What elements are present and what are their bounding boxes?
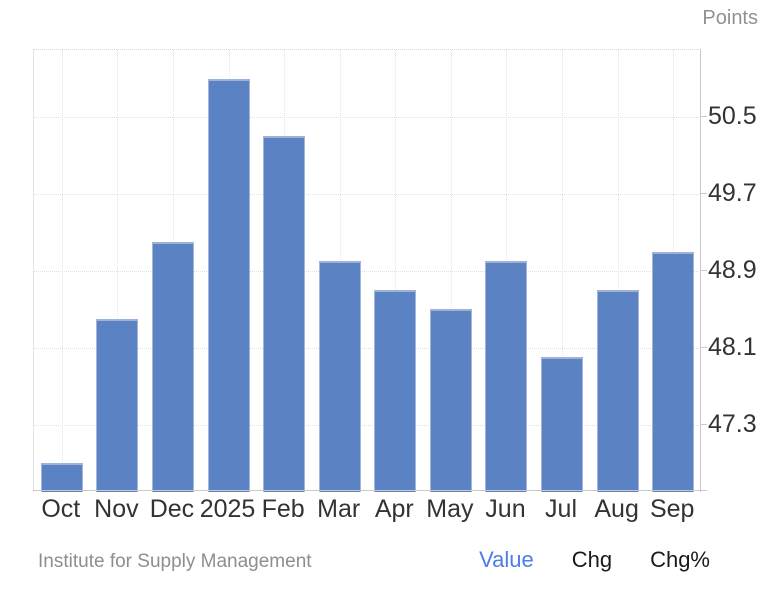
source-attribution-label: Institute for Supply Management (38, 551, 312, 572)
y-axis-tick-label: 47.3 (708, 409, 757, 438)
h-gridline (34, 271, 701, 272)
x-axis-label-jun: Jun (485, 495, 526, 523)
y-axis-tick (700, 116, 707, 118)
x-axis-label-jul: Jul (545, 495, 578, 523)
x-axis-line (33, 490, 707, 491)
y-axis-tick-label: 48.1 (708, 332, 757, 361)
chart-bar-feb[interactable] (263, 136, 306, 492)
y-axis-tick-label: 50.5 (708, 102, 757, 131)
v-gridline (617, 50, 619, 492)
x-axis-label-apr: Apr (374, 495, 414, 523)
v-gridline (562, 50, 564, 492)
x-axis-label-may: May (426, 495, 474, 523)
footer-links: Value Chg Chg% (479, 547, 710, 573)
h-gridline (34, 347, 701, 349)
x-axis-label-oct: Oct (41, 495, 81, 523)
y-axis-tick-label: 48.9 (708, 256, 757, 284)
v-gridline (395, 50, 397, 492)
chart-bar-sep[interactable] (652, 251, 695, 492)
v-gridline (450, 50, 452, 492)
chart-bar-may[interactable] (429, 309, 472, 492)
y-axis-tick (700, 193, 707, 195)
x-axis-label-sep: Sep (649, 495, 695, 523)
chart-bar-mar[interactable] (318, 261, 361, 492)
h-gridline (34, 117, 701, 119)
chart-bar-2025[interactable] (207, 78, 250, 492)
chart-bar-aug[interactable] (596, 290, 639, 492)
chart-bar-apr[interactable] (374, 290, 417, 492)
y-axis-tick-label: 49.7 (708, 179, 757, 208)
x-axis-label-dec: Dec (149, 495, 195, 523)
x-axis-label-2025: 2025 (199, 495, 256, 523)
chart-bar-jul[interactable] (541, 357, 584, 492)
chart-bar-oct[interactable] (40, 463, 83, 492)
x-axis-label-mar: Mar (317, 495, 361, 523)
chart-footer: Institute for Supply Management Value Ch… (38, 547, 710, 573)
tab-value[interactable]: Value (479, 547, 534, 572)
x-axis-label-aug: Aug (594, 495, 639, 523)
chart-bar-jun[interactable] (485, 261, 528, 492)
h-gridline (34, 194, 701, 196)
x-axis-label-nov: Nov (94, 495, 139, 523)
plot-area (33, 49, 701, 492)
tab-chg[interactable]: Chg (571, 547, 613, 572)
y-axis-unit-label: Points (702, 7, 758, 29)
x-axis-label-feb: Feb (261, 495, 305, 523)
y-axis-tick (700, 346, 707, 348)
v-gridline (117, 50, 119, 492)
tab-chg-percent[interactable]: Chg% (650, 547, 710, 572)
v-gridline (61, 50, 63, 492)
chart-bar-dec[interactable] (151, 242, 194, 492)
y-axis-tick (700, 270, 707, 271)
chart-bar-nov[interactable] (96, 319, 139, 492)
y-axis-tick (700, 423, 707, 425)
h-gridline (34, 424, 701, 426)
